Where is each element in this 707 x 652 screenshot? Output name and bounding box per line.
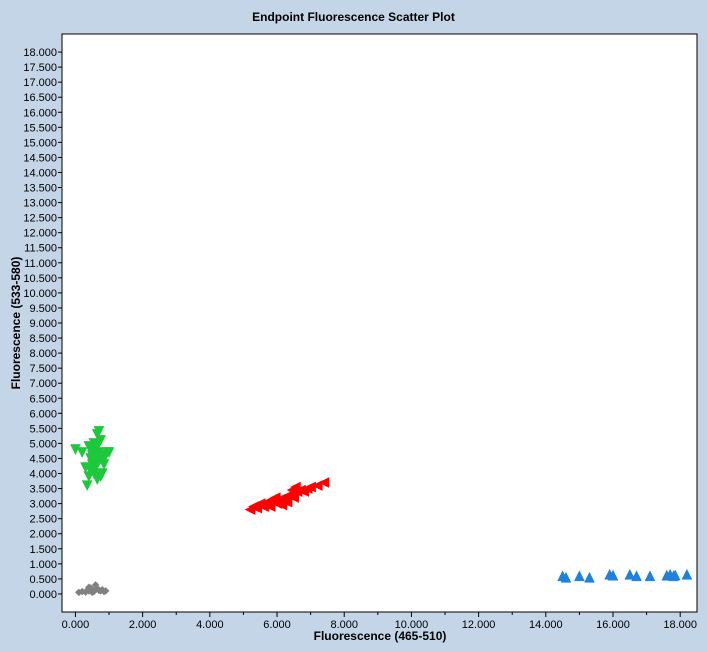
y-tick-label: 7.500: [29, 363, 57, 375]
y-axis: 0.000 0.500 1.000 1.500 2.000 2.500 3.000 3.500…: [23, 47, 62, 601]
data-point-triangle-down: [86, 450, 98, 462]
y-tick-label: 4.000: [29, 469, 57, 481]
data-point-triangle-up: [644, 570, 656, 582]
data-point-triangle-down: [103, 447, 115, 459]
data-point-diamond: [101, 587, 110, 595]
y-tick-label: 14.500: [23, 152, 57, 164]
x-tick-label: 6.000: [263, 619, 291, 631]
y-tick-label: 16.000: [23, 107, 57, 119]
y-tick-label: 18.000: [23, 47, 57, 59]
y-tick-label: 8.000: [29, 348, 57, 360]
data-point-triangle-down: [96, 453, 108, 465]
y-tick-label: 13.000: [23, 198, 57, 210]
y-tick-label: 3.500: [29, 484, 57, 496]
data-point-triangle-up: [584, 571, 595, 583]
x-axis-title: Fluorescence (465-510): [314, 629, 447, 643]
y-tick-label: 11.000: [24, 258, 57, 270]
data-point-triangle-down: [91, 441, 103, 452]
y-tick-label: 12.000: [23, 228, 57, 240]
x-tick-label: 10.000: [395, 619, 429, 631]
data-point-triangle-down: [80, 462, 91, 474]
y-tick-label: 0.000: [29, 589, 57, 601]
x-tick-label: 2.000: [129, 619, 157, 631]
data-point-triangle-up: [631, 570, 642, 582]
data-point-triangle-left: [276, 499, 288, 511]
y-axis-title: Fluorescence (533-580): [9, 257, 23, 390]
y-tick-label: 9.000: [29, 318, 57, 330]
x-tick-label: 8.000: [330, 619, 358, 631]
y-tick-label: 7.000: [29, 378, 57, 390]
data-point-triangle-down: [81, 480, 93, 492]
x-tick-label: 4.000: [196, 619, 224, 631]
y-tick-label: 12.500: [23, 213, 57, 225]
y-tick-label: 11.500: [24, 243, 57, 255]
y-tick-label: 5.500: [29, 423, 57, 435]
x-tick-label: 0.000: [62, 619, 90, 631]
data-point-triangle-up: [560, 571, 572, 583]
data-point-diamond: [85, 583, 93, 592]
data-point-triangle-left: [289, 481, 301, 493]
y-tick-label: 2.000: [29, 529, 57, 541]
x-tick-label: 18.000: [663, 619, 697, 631]
y-tick-label: 6.500: [29, 393, 57, 405]
plot-area: [61, 33, 698, 613]
y-tick-label: 17.500: [23, 62, 57, 74]
y-tick-label: 17.000: [23, 77, 57, 89]
y-tick-label: 15.000: [23, 137, 57, 149]
data-point-triangle-down: [95, 435, 107, 446]
y-tick-label: 15.500: [23, 122, 57, 134]
data-point-triangle-left: [318, 477, 330, 488]
data-point-triangle-left: [269, 492, 281, 504]
data-point-triangle-up: [574, 570, 585, 582]
data-point-triangle-up: [607, 569, 619, 581]
data-point-triangle-down: [85, 465, 96, 477]
x-tick-label: 12.000: [462, 619, 496, 631]
data-point-triangle-left: [247, 501, 259, 513]
data-point-triangle-down: [76, 447, 88, 459]
y-tick-label: 1.000: [29, 559, 57, 571]
x-axis: 0.000 2.000 4.000 6.000 8.000 10.000 12.000 14.…: [62, 612, 697, 631]
data-points: [70, 426, 693, 597]
y-tick-label: 16.500: [23, 92, 57, 104]
y-tick-label: 1.500: [29, 544, 57, 556]
data-point-triangle-down: [93, 426, 105, 437]
y-tick-label: 14.000: [23, 167, 57, 179]
data-point-triangle-up: [624, 568, 636, 580]
x-tick-label: 14.000: [529, 619, 563, 631]
y-tick-label: 4.500: [29, 453, 57, 465]
y-tick-label: 0.500: [29, 574, 57, 586]
y-tick-label: 8.500: [29, 333, 57, 345]
y-tick-label: 10.500: [23, 273, 57, 285]
y-tick-label: 10.000: [23, 288, 57, 300]
y-tick-label: 9.500: [29, 303, 57, 315]
x-tick-label: 16.000: [596, 619, 630, 631]
y-tick-label: 6.000: [29, 408, 57, 420]
y-tick-label: 3.000: [29, 499, 57, 511]
data-point-triangle-up: [669, 569, 681, 581]
data-point-triangle-up: [681, 568, 693, 580]
y-tick-label: 13.500: [23, 183, 57, 195]
data-point-diamond: [88, 588, 97, 597]
y-tick-label: 5.000: [29, 438, 57, 450]
y-tick-label: 2.500: [29, 514, 57, 526]
data-point-triangle-down: [83, 471, 95, 483]
data-point-triangle-left: [288, 492, 300, 504]
chart-title: Endpoint Fluorescence Scatter Plot: [252, 10, 455, 24]
data-point-triangle-down: [95, 471, 107, 483]
